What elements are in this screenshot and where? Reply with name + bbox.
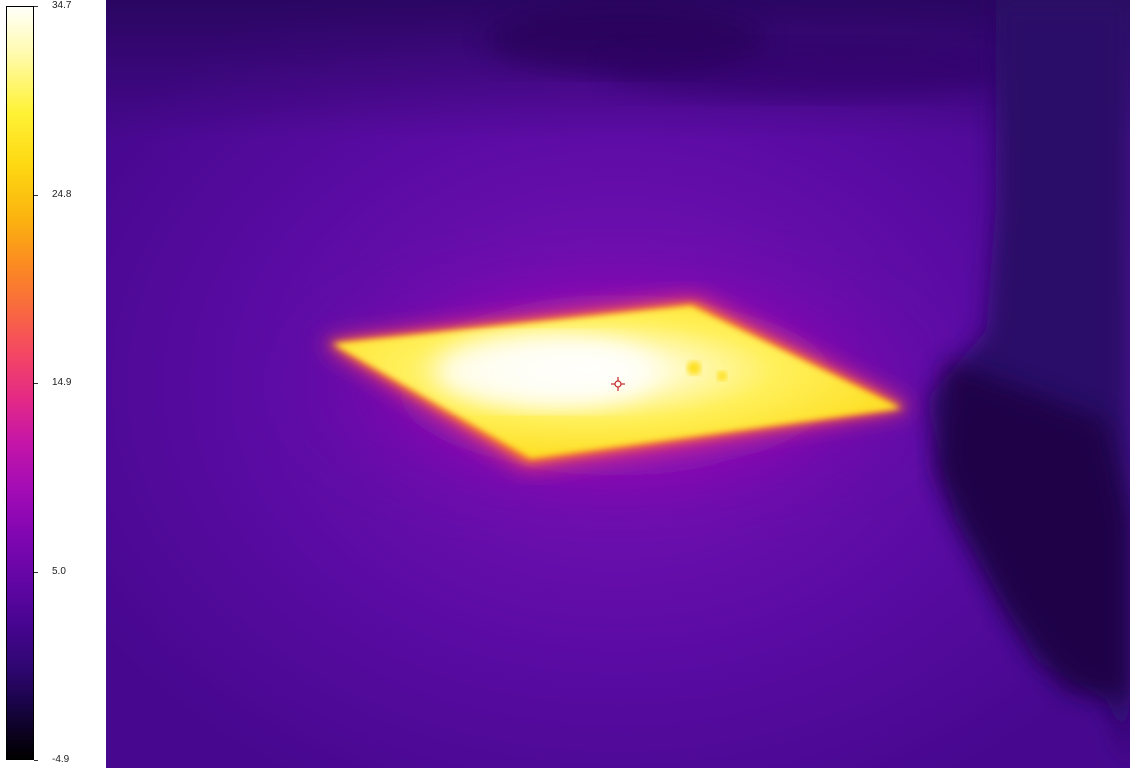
hottest-area — [436, 336, 656, 408]
scale-min-label: -4.9 — [33, 754, 69, 766]
thermal-image[interactable] — [106, 0, 1130, 768]
crosshair-icon — [611, 377, 625, 391]
measurement-spot[interactable] — [611, 377, 625, 391]
color-scale-bar — [6, 6, 34, 760]
scale-tick-label: 24.8 — [33, 189, 71, 201]
scale-max-label: 34.7 — [33, 0, 71, 12]
scale-tick-label: 5.0 — [34, 566, 66, 578]
cold-object-shadow — [936, 360, 1130, 700]
temperature-scale: 34.7 24.8 14.9 5.0 -4.9 — [0, 0, 106, 768]
cold-spot — [606, 40, 1006, 100]
warm-dot — [717, 371, 727, 381]
thermal-image-canvas — [106, 0, 1130, 768]
scale-tick-label: 14.9 — [33, 377, 71, 389]
warm-dot — [687, 361, 701, 375]
